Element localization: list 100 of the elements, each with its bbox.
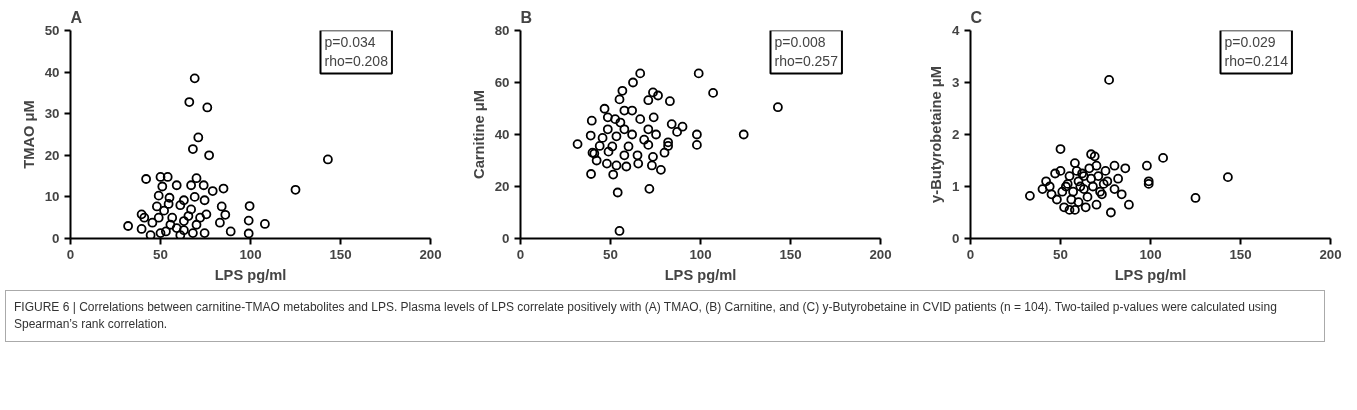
y-tick-label: 50 [44, 23, 60, 38]
x-tick-label: 100 [689, 246, 712, 262]
annotation: p=0.034 rho=0.208 [324, 34, 389, 70]
point [1098, 179, 1109, 189]
x-tick-label: 0 [66, 246, 75, 262]
point [188, 144, 198, 154]
point [145, 230, 156, 239]
point [1109, 184, 1120, 194]
point [161, 226, 171, 237]
point [1158, 153, 1168, 163]
point [1093, 171, 1104, 181]
point [186, 180, 196, 191]
point [1082, 192, 1093, 202]
point [179, 195, 189, 206]
x-tick-label: 0 [966, 246, 975, 262]
point [183, 211, 194, 221]
y-tick-label: 20 [44, 147, 60, 163]
point [153, 190, 164, 201]
chart-title: B [520, 8, 533, 26]
point [1109, 160, 1120, 171]
y-tick-label: 30 [44, 106, 60, 122]
point [1064, 171, 1075, 181]
y-tick-label: 3 [952, 75, 960, 90]
x-tick-label: 50 [603, 246, 618, 262]
point [1086, 173, 1096, 184]
x-tick-label: 50 [153, 246, 168, 262]
point [1055, 166, 1066, 176]
point [1116, 189, 1127, 200]
point [157, 181, 168, 192]
point [171, 223, 182, 233]
y-tick-label: 10 [44, 189, 60, 205]
point [153, 212, 164, 223]
point [218, 183, 229, 194]
point [155, 228, 166, 238]
point [1091, 160, 1102, 171]
point [191, 219, 202, 230]
x-axis-title: LPS pg/ml [1114, 266, 1187, 283]
x-tick-label: 200 [1319, 246, 1342, 262]
x-tick-label: 0 [516, 246, 525, 262]
point [147, 217, 158, 228]
point [243, 215, 254, 226]
point [1102, 176, 1113, 187]
point [1075, 181, 1086, 192]
point [1142, 160, 1152, 171]
x-tick-label: 150 [779, 246, 802, 262]
point [136, 224, 147, 234]
y-tick-label: 80 [494, 23, 510, 38]
point [202, 102, 213, 113]
point [1068, 186, 1078, 197]
point [1064, 205, 1075, 215]
point [195, 212, 205, 223]
x-axis-title: LPS pg/ml [664, 266, 737, 283]
point [191, 173, 202, 184]
y-axis-title: TMAO μM [20, 100, 37, 169]
point [1046, 189, 1057, 200]
point [167, 212, 178, 223]
x-tick-label: 150 [1229, 246, 1252, 262]
y-tick-label: 0 [952, 231, 960, 246]
point [1113, 173, 1123, 184]
point [290, 184, 301, 195]
point [1050, 168, 1060, 179]
point [1104, 75, 1114, 85]
point [175, 200, 186, 211]
point [1070, 158, 1080, 168]
point [204, 150, 214, 161]
point [188, 228, 198, 238]
y-tick-label: 1 [952, 179, 961, 194]
point [199, 228, 210, 238]
point [1100, 166, 1111, 176]
x-tick-label: 50 [1053, 246, 1068, 262]
point [1071, 166, 1082, 176]
point [171, 180, 182, 191]
y-tick-label: 20 [494, 179, 510, 194]
point [189, 73, 200, 84]
point [199, 195, 210, 206]
x-tick-label: 100 [239, 246, 262, 262]
y-tick-label: 2 [952, 127, 960, 142]
x-tick-label: 200 [419, 246, 442, 262]
point [1079, 184, 1089, 194]
point [1073, 197, 1084, 207]
y-tick-label: 40 [494, 127, 510, 142]
point [216, 201, 227, 212]
point [1106, 207, 1116, 218]
point [201, 209, 212, 220]
point [1088, 181, 1098, 192]
chart-title: A [70, 8, 83, 26]
point [1124, 199, 1134, 210]
y-tick-label: 0 [52, 231, 60, 246]
point [175, 230, 186, 239]
x-axis-title: LPS pg/ml [214, 266, 287, 283]
point [152, 201, 162, 212]
point [1084, 163, 1095, 174]
point [244, 201, 255, 211]
point [1089, 151, 1100, 162]
point [198, 180, 209, 191]
x-tick-label: 200 [869, 246, 892, 262]
point [1037, 184, 1048, 194]
point [189, 192, 200, 202]
point [141, 174, 151, 184]
point [186, 204, 196, 215]
